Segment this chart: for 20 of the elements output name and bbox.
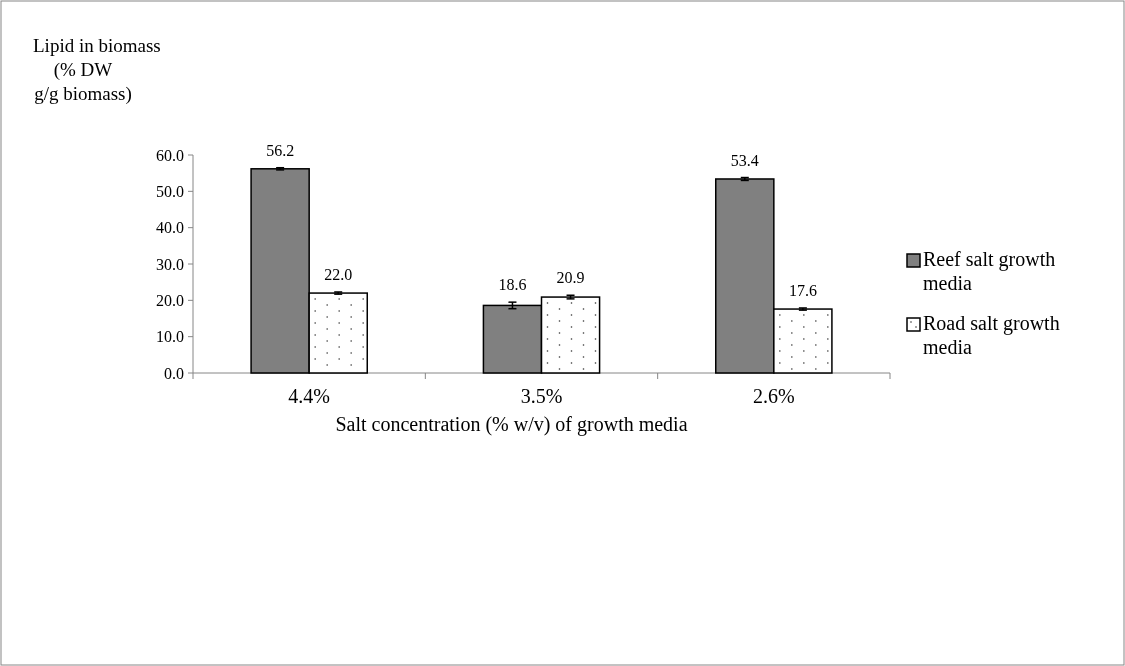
x-tick-label: 2.6% <box>753 385 795 407</box>
data-label: 20.9 <box>556 269 585 287</box>
y-tick-label: 40.0 <box>156 219 184 237</box>
y-tick-label: 50.0 <box>156 182 184 200</box>
y-axis-title: Lipid in biomass (% DW g/g biomass) <box>33 35 161 105</box>
data-label: 56.2 <box>266 141 295 159</box>
data-label: 17.6 <box>788 281 817 299</box>
data-label: 53.4 <box>730 151 759 169</box>
y-tick-label: 20.0 <box>156 291 184 309</box>
legend-label: Reef salt growth media <box>923 248 1056 294</box>
data-label: 18.6 <box>498 276 527 294</box>
y-tick-label: 0.0 <box>164 364 184 382</box>
data-label: 22.0 <box>324 265 353 283</box>
x-axis-title: Salt concentration (% w/v) of growth media <box>335 413 688 436</box>
y-tick-label: 30.0 <box>156 255 184 273</box>
y-tick-label: 10.0 <box>156 328 184 346</box>
x-tick-label: 3.5% <box>520 385 563 407</box>
y-tick-label: 60.0 <box>156 146 184 164</box>
x-tick-label: 4.4% <box>288 385 330 407</box>
legend-label: Road salt growth media <box>923 312 1060 358</box>
